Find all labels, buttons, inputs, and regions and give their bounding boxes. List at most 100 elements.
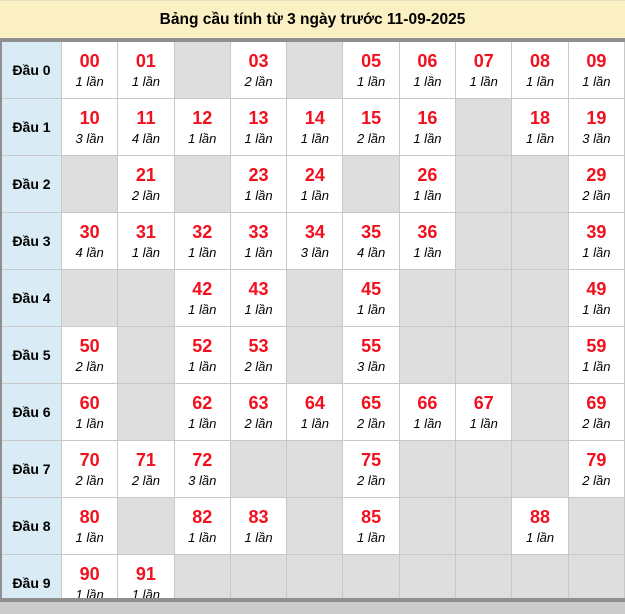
cell-number: 35 — [361, 221, 382, 242]
number-cell-03: 03 2 lần — [230, 42, 288, 99]
cell-number: 09 — [586, 50, 607, 71]
cell-count: 2 lần — [131, 187, 161, 203]
cell-count: 1 lần — [244, 187, 273, 203]
empty-cell — [118, 327, 175, 384]
empty-cell — [174, 555, 231, 598]
cell-count: 1 lần — [75, 529, 104, 545]
empty-cell — [568, 555, 625, 598]
cell-count: 2 lần — [244, 358, 273, 374]
cell-number: 43 — [248, 278, 269, 299]
cell-number: 88 — [530, 506, 551, 527]
cell-number: 55 — [361, 335, 382, 356]
cell-number: 07 — [473, 50, 494, 71]
number-cell-39: 39 1 lần — [568, 213, 625, 270]
cell-count: 1 lần — [188, 358, 217, 374]
cell-count: 1 lần — [300, 187, 329, 203]
cell-number: 21 — [135, 164, 156, 185]
number-cell-31: 31 1 lần — [118, 213, 175, 270]
cell-number: 59 — [586, 335, 607, 356]
number-cell-23: 23 1 lần — [230, 156, 288, 213]
cell-number: 19 — [586, 107, 607, 128]
cell-number: 12 — [192, 107, 213, 128]
empty-cell — [62, 270, 119, 327]
cell-number: 63 — [248, 392, 269, 413]
number-cell-42: 42 1 lần — [174, 270, 231, 327]
number-cell-69: 69 2 lần — [568, 384, 625, 441]
empty-cell — [456, 156, 513, 213]
cell-number: 34 — [304, 221, 325, 242]
cell-count: 4 lần — [357, 244, 386, 260]
number-cell-07: 07 1 lần — [456, 42, 513, 99]
cell-count: 1 lần — [357, 73, 386, 89]
empty-cell — [287, 441, 344, 498]
empty-cell — [287, 270, 344, 327]
number-cell-43: 43 1 lần — [230, 270, 288, 327]
cell-count: 2 lần — [357, 130, 386, 146]
cell-number: 71 — [135, 449, 156, 470]
cell-number: 69 — [586, 392, 607, 413]
cell-number: 23 — [248, 164, 269, 185]
cell-count: 2 lần — [582, 187, 611, 203]
number-cell-65: 65 2 lần — [343, 384, 400, 441]
empty-cell — [399, 498, 457, 555]
cell-number: 00 — [79, 50, 100, 71]
empty-cell — [287, 327, 344, 384]
empty-cell — [399, 555, 457, 598]
number-cell-13: 13 1 lần — [230, 99, 288, 156]
empty-cell — [512, 384, 569, 441]
number-cell-79: 79 2 lần — [568, 441, 625, 498]
empty-cell — [456, 99, 513, 156]
empty-cell — [287, 555, 344, 598]
cell-count: 1 lần — [469, 73, 498, 89]
empty-cell — [343, 555, 400, 598]
cell-number: 10 — [79, 107, 100, 128]
empty-cell — [399, 270, 457, 327]
cell-number: 83 — [248, 506, 269, 527]
number-cell-49: 49 1 lần — [568, 270, 625, 327]
empty-cell — [174, 42, 231, 99]
number-cell-63: 63 2 lần — [230, 384, 288, 441]
number-cell-64: 64 1 lần — [287, 384, 344, 441]
empty-cell — [456, 498, 513, 555]
number-cell-18: 18 1 lần — [512, 99, 569, 156]
cell-number: 39 — [586, 221, 607, 242]
cell-count: 3 lần — [188, 472, 217, 488]
cell-number: 05 — [361, 50, 382, 71]
cell-count: 1 lần — [413, 130, 442, 146]
cell-number: 15 — [361, 107, 382, 128]
number-cell-53: 53 2 lần — [230, 327, 288, 384]
cell-number: 72 — [192, 449, 213, 470]
cell-count: 1 lần — [413, 187, 442, 203]
cell-count: 1 lần — [582, 73, 611, 89]
row-header-dau-4: Đầu 4 — [2, 270, 62, 327]
number-cell-33: 33 1 lần — [230, 213, 288, 270]
number-cell-26: 26 1 lần — [399, 156, 457, 213]
number-cell-71: 71 2 lần — [118, 441, 175, 498]
cell-number: 45 — [361, 278, 382, 299]
cell-number: 90 — [79, 563, 100, 584]
number-cell-70: 70 2 lần — [62, 441, 119, 498]
cell-count: 2 lần — [582, 415, 611, 431]
empty-cell — [287, 42, 344, 99]
cell-number: 64 — [304, 392, 325, 413]
number-cell-34: 34 3 lần — [287, 213, 344, 270]
cell-number: 75 — [361, 449, 382, 470]
cell-count: 1 lần — [188, 301, 217, 317]
cell-count: 1 lần — [300, 415, 329, 431]
cell-count: 2 lần — [582, 472, 611, 488]
row-header-dau-2: Đầu 2 — [2, 156, 62, 213]
cell-count: 1 lần — [582, 358, 611, 374]
cell-number: 42 — [192, 278, 213, 299]
empty-cell — [456, 327, 513, 384]
empty-cell — [512, 441, 569, 498]
cell-number: 66 — [417, 392, 438, 413]
cell-number: 31 — [135, 221, 156, 242]
empty-cell — [456, 270, 513, 327]
cell-number: 62 — [192, 392, 213, 413]
cell-number: 49 — [586, 278, 607, 299]
number-cell-30: 30 4 lần — [62, 213, 119, 270]
number-cell-16: 16 1 lần — [399, 99, 457, 156]
number-cell-50: 50 2 lần — [62, 327, 119, 384]
cell-count: 2 lần — [357, 472, 386, 488]
number-cell-14: 14 1 lần — [287, 99, 344, 156]
